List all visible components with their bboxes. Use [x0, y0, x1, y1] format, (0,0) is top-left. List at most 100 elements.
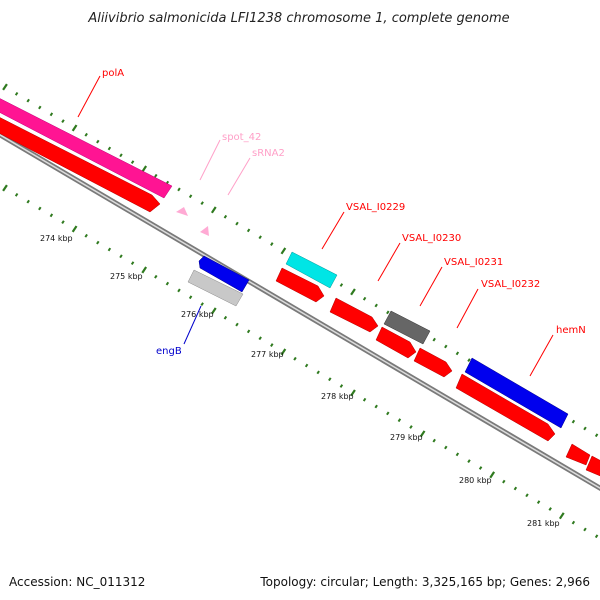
- label-engB[interactable]: engB: [156, 346, 182, 357]
- tick-mark: [177, 288, 181, 293]
- label-vsal-i0230[interactable]: VSAL_I0230: [402, 233, 461, 244]
- kbp-label: 281 kbp: [527, 519, 560, 528]
- tick-mark: [374, 404, 378, 409]
- kbp-label: 276 kbp: [181, 310, 214, 319]
- tick-mark: [444, 344, 448, 349]
- tick-mark: [61, 119, 65, 124]
- tick-mark: [548, 507, 552, 511]
- label-polA[interactable]: polA: [102, 68, 124, 79]
- feature-pink-block[interactable]: [0, 96, 173, 199]
- label-vsal-i0232[interactable]: VSAL_I0232: [481, 279, 540, 290]
- tick-mark: [235, 221, 239, 226]
- tick-mark: [107, 247, 112, 252]
- tick-mark: [71, 225, 78, 233]
- tick-mark: [2, 184, 8, 192]
- tick-mark: [141, 165, 148, 173]
- genome-summary-text: Topology: circular; Length: 3,325,165 bp…: [259, 575, 590, 589]
- tick-mark: [455, 452, 460, 457]
- label-vsal-i0231[interactable]: VSAL_I0231: [444, 257, 503, 268]
- tick-mark: [339, 384, 344, 388]
- tick-mark: [432, 438, 436, 443]
- tick-mark: [154, 173, 158, 178]
- feature-cyan[interactable]: [285, 251, 338, 289]
- tick-mark: [14, 91, 19, 96]
- tick-mark: [210, 206, 217, 214]
- backbone: [0, 131, 600, 492]
- tick-mark: [502, 479, 506, 484]
- tick-mark: [409, 425, 413, 429]
- tick-mark: [362, 397, 367, 402]
- accession-text: Accession: NC_011312: [9, 575, 145, 589]
- tick-mark: [14, 192, 19, 197]
- label-hemN[interactable]: hemN: [556, 325, 586, 336]
- kbp-labels: 274 kbp 275 kbp 276 kbp 277 kbp 278 kbp …: [40, 234, 560, 528]
- feature-light-grey[interactable]: [187, 269, 244, 307]
- tick-mark: [280, 348, 287, 356]
- kbp-label: 274 kbp: [40, 234, 73, 243]
- tick-mark: [177, 187, 181, 192]
- tick-mark: [467, 459, 471, 464]
- tick-mark: [328, 377, 332, 382]
- tick-mark: [119, 153, 123, 158]
- tick-mark: [71, 124, 78, 132]
- tick-mark: [594, 433, 599, 438]
- label-spot-42[interactable]: spot_42: [222, 132, 261, 143]
- feature-polA[interactable]: [0, 115, 161, 213]
- tick-mark: [467, 358, 471, 363]
- feature-spot-42[interactable]: [176, 207, 188, 216]
- tick-mark: [386, 411, 390, 416]
- tick-mark: [525, 493, 529, 498]
- kbp-label: 278 kbp: [321, 392, 354, 401]
- tick-mark: [583, 527, 587, 532]
- tick-mark: [84, 233, 88, 238]
- tick-mark: [84, 132, 88, 137]
- kbp-label: 275 kbp: [110, 272, 143, 281]
- feature-srna2[interactable]: [200, 226, 209, 236]
- feature-vsal-i0229[interactable]: [275, 267, 325, 303]
- label-vsal-i0229[interactable]: VSAL_I0229: [346, 202, 405, 213]
- tick-mark: [489, 471, 496, 479]
- tick-mark: [350, 288, 356, 296]
- kbp-label: 280 kbp: [459, 476, 492, 485]
- tick-mark: [235, 322, 239, 327]
- tick-mark: [119, 254, 123, 259]
- tick-mark: [513, 486, 518, 491]
- tick-mark: [165, 281, 170, 286]
- tick-mark: [246, 329, 251, 334]
- tick-mark: [386, 310, 390, 315]
- tick-mark: [107, 146, 112, 151]
- tick-mark: [316, 370, 320, 375]
- feature-hemN[interactable]: [455, 373, 556, 442]
- feature-vsal-i0230[interactable]: [329, 297, 379, 333]
- tick-mark: [444, 445, 448, 450]
- feature-blue-hemN[interactable]: [464, 357, 569, 429]
- tick-mark: [141, 266, 148, 274]
- tick-mark: [61, 220, 65, 225]
- tick-mark: [188, 295, 193, 300]
- feature-engB[interactable]: [198, 255, 250, 293]
- tick-mark: [280, 247, 287, 255]
- tick-mark: [258, 336, 262, 341]
- tick-mark: [2, 83, 8, 91]
- feature-vsal-i0232[interactable]: [413, 347, 453, 378]
- tick-mark: [432, 337, 436, 342]
- tick-mark: [571, 419, 576, 424]
- tick-mark: [130, 160, 135, 164]
- features: [0, 96, 600, 478]
- feature-grey[interactable]: [383, 310, 431, 345]
- label-srna2[interactable]: sRNA2: [252, 148, 285, 159]
- tick-mark: [258, 235, 262, 240]
- tick-mark: [594, 534, 599, 539]
- tick-mark: [26, 199, 30, 204]
- tick-mark: [350, 389, 356, 397]
- tick-mark: [38, 206, 42, 211]
- feature-edge-1[interactable]: [565, 443, 591, 466]
- feature-vsal-i0231[interactable]: [375, 326, 417, 359]
- feature-edge-2[interactable]: [585, 455, 600, 478]
- tick-mark: [26, 98, 30, 103]
- tick-mark: [38, 105, 42, 110]
- tick-mark: [270, 242, 274, 246]
- map-title: Aliivibrio salmonicida LFI1238 chromosom…: [87, 11, 509, 26]
- tick-mark: [200, 302, 204, 306]
